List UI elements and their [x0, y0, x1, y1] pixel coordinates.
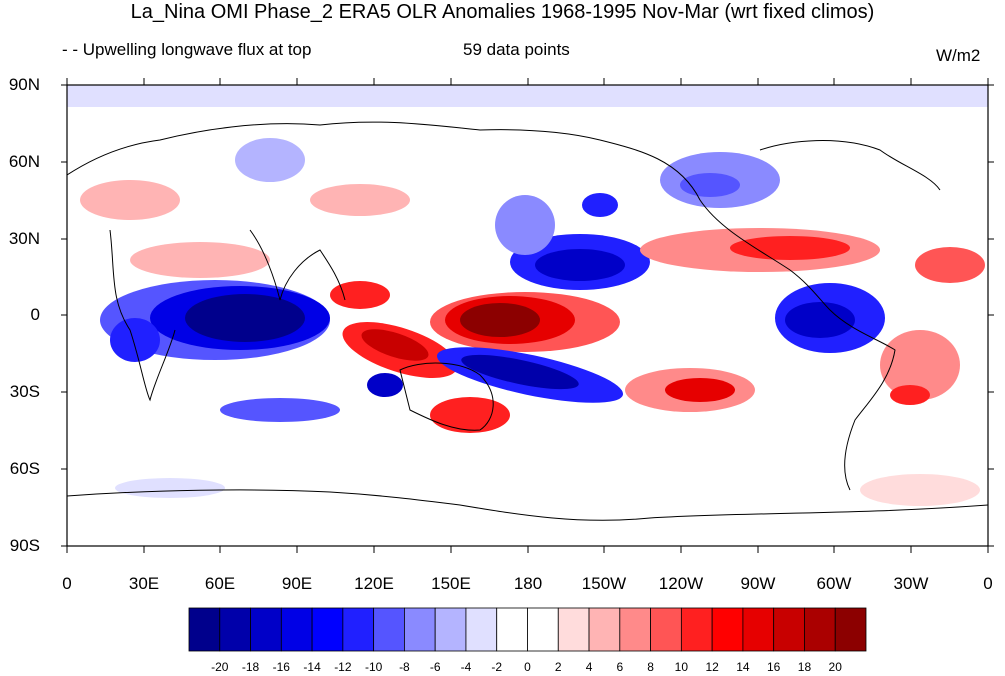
lon-label-30e: 30E — [128, 574, 160, 593]
lon-label-90e: 90E — [281, 574, 313, 593]
colorbar-label: 16 — [766, 660, 781, 674]
colorbar-swatch — [342, 607, 375, 652]
axis-ticks — [61, 78, 994, 553]
lon-label-150e: 150E — [431, 574, 471, 593]
lon-label-150w: 150W — [581, 574, 627, 593]
colorbar-label: 6 — [616, 660, 624, 674]
lat-label-eq: 0 — [30, 305, 40, 324]
lon-label-60w: 60W — [816, 574, 852, 593]
colorbar-label: 8 — [647, 660, 654, 674]
colorbar-label: 14 — [736, 660, 750, 674]
colorbar-label: 10 — [674, 660, 689, 674]
lat-label-30n: 30N — [8, 229, 40, 248]
coastlines — [67, 121, 988, 521]
colorbar-label: 0 — [524, 660, 531, 674]
colorbar-swatch — [188, 607, 221, 652]
colorbar-label: -4 — [460, 660, 472, 674]
colorbar-swatch — [588, 607, 621, 652]
colorbar-label: -14 — [303, 660, 321, 674]
colorbar-swatch — [373, 607, 405, 652]
colorbar-label: 4 — [585, 660, 593, 674]
colorbar-swatch — [250, 607, 282, 652]
colorbar — [188, 607, 867, 652]
colorbar-swatch — [742, 607, 775, 652]
lon-label-0-east: 0 — [983, 574, 993, 593]
colorbar-swatch — [650, 607, 682, 652]
lon-label-120e: 120E — [354, 574, 394, 593]
colorbar-swatch — [404, 607, 436, 652]
colorbar-label: 2 — [554, 660, 562, 674]
lon-label-30w: 30W — [893, 574, 929, 593]
lat-label-60n: 60N — [8, 152, 40, 171]
colorbar-label: -8 — [399, 660, 410, 674]
lat-label-90s: 90S — [9, 536, 40, 555]
lat-label-90n: 90N — [8, 75, 40, 94]
colorbar-label: -2 — [491, 660, 503, 674]
lat-label-30s: 30S — [9, 382, 40, 401]
colorbar-label: -6 — [429, 660, 441, 674]
colorbar-swatch — [280, 607, 313, 652]
lat-label-60s: 60S — [9, 459, 40, 478]
colorbar-label: -12 — [334, 660, 352, 674]
colorbar-swatch — [619, 607, 651, 652]
lon-label-90w: 90W — [740, 574, 776, 593]
lon-label-60e: 60E — [204, 574, 236, 593]
data-points-count: 59 data points — [463, 40, 570, 59]
colorbar-swatch — [496, 607, 528, 652]
colorbar-label: -10 — [364, 660, 383, 674]
colorbar-swatch — [804, 607, 836, 652]
colorbar-label: -20 — [211, 660, 229, 674]
colorbar-swatch — [311, 607, 344, 652]
units-label: W/m2 — [936, 46, 981, 65]
colorbar-swatch — [773, 607, 805, 652]
colorbar-swatch — [557, 607, 590, 652]
lon-label-0: 0 — [62, 574, 72, 593]
colorbar-swatch — [711, 607, 744, 652]
colorbar-label: 20 — [828, 660, 842, 674]
anomaly-field — [67, 85, 988, 546]
plot-title: La_Nina OMI Phase_2 ERA5 OLR Anomalies 1… — [130, 1, 875, 23]
colorbar-swatch — [834, 607, 867, 652]
colorbar-label: 18 — [797, 660, 812, 674]
lon-label-180: 180 — [513, 574, 543, 593]
colorbar-swatch — [219, 607, 251, 652]
colorbar-label: 12 — [705, 660, 719, 674]
colorbar-swatch — [527, 607, 559, 652]
lon-label-120w: 120W — [658, 574, 704, 593]
colorbar-label: -18 — [241, 660, 260, 674]
colorbar-label: -16 — [272, 660, 290, 674]
colorbar-swatch — [465, 607, 498, 652]
colorbar-swatch — [434, 607, 467, 652]
colorbar-swatch — [680, 607, 713, 652]
variable-description: - - Upwelling longwave flux at top — [62, 40, 312, 59]
